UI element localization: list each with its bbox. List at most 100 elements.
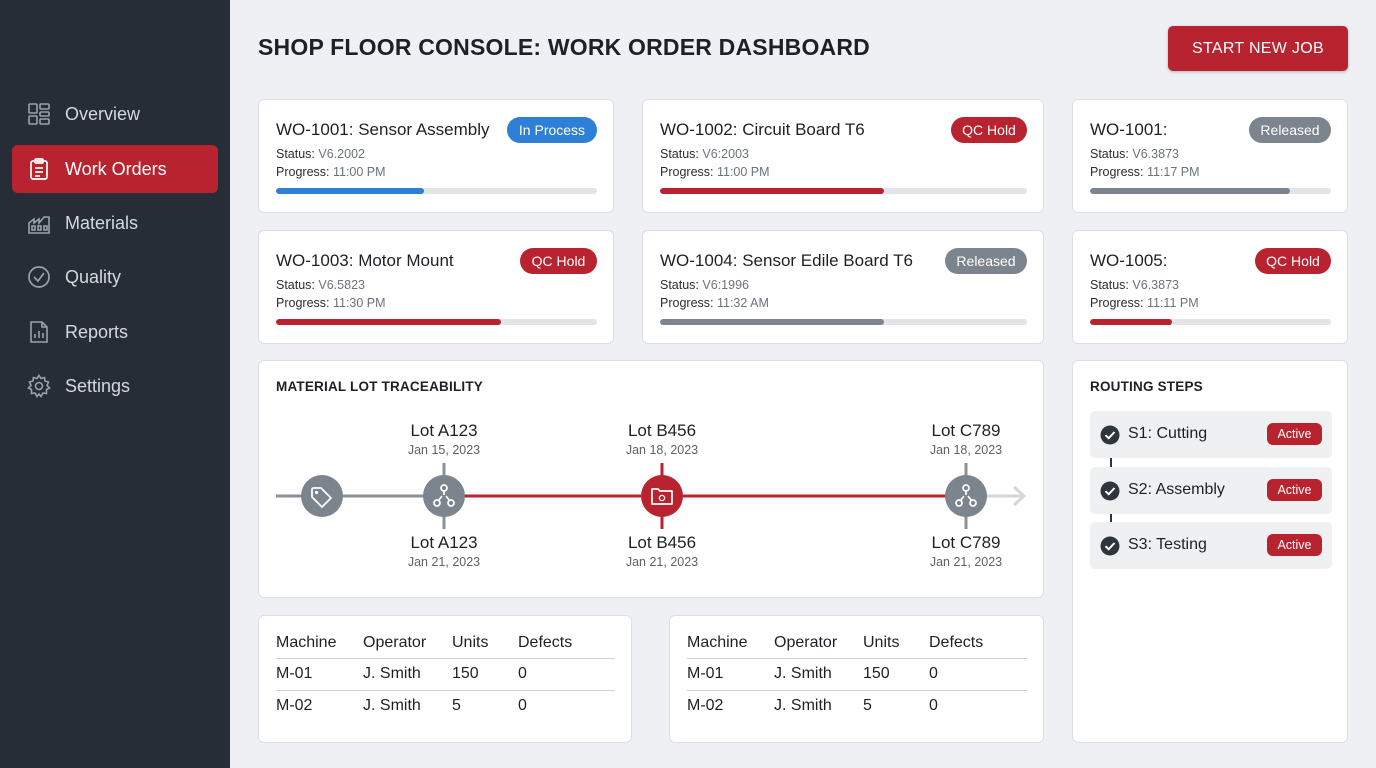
table-cell: J. Smith bbox=[363, 697, 421, 715]
status-badge: In Process bbox=[507, 117, 597, 143]
routing-panel: ROUTING STEPS S1: Cutting Active S2: Ass… bbox=[1072, 360, 1348, 743]
work-order-card[interactable]: WO-1001: Released Status: V6.3873 Progre… bbox=[1072, 99, 1348, 213]
routing-step[interactable]: S1: Cutting Active bbox=[1090, 411, 1332, 458]
sidebar-item-settings[interactable]: Settings bbox=[12, 362, 218, 410]
progress-value: 11:30 PM bbox=[332, 296, 386, 310]
progress-label: Progress: bbox=[1090, 296, 1144, 310]
sidebar-item-label: Materials bbox=[65, 212, 139, 233]
sidebar-item-overview[interactable]: Overview bbox=[12, 90, 218, 138]
branch-icon[interactable] bbox=[423, 475, 465, 517]
machine-table: Machine Operator Units Defects M-01 J. S… bbox=[687, 628, 1027, 722]
progress-bar-fill bbox=[660, 319, 884, 325]
sidebar-item-label: Overview bbox=[65, 103, 141, 124]
progress-label: Progress: bbox=[660, 165, 714, 179]
table-row[interactable]: M-01 J. Smith 150 0 bbox=[276, 658, 615, 691]
table-row[interactable]: M-01 J. Smith 150 0 bbox=[687, 658, 1027, 691]
sidebar-item-reports[interactable]: Reports bbox=[12, 308, 218, 356]
sidebar-item-label: Reports bbox=[65, 321, 129, 342]
status-badge: Released bbox=[945, 248, 1027, 274]
status-label: Status: bbox=[1090, 278, 1129, 292]
lot-name: Lot B456 bbox=[627, 533, 697, 552]
check-circle-icon bbox=[1100, 425, 1120, 445]
progress-value: 11:00 PM bbox=[716, 165, 770, 179]
work-order-card[interactable]: WO-1004: Sensor Edile Board T6 Released … bbox=[642, 230, 1044, 344]
progress-bar-fill bbox=[276, 319, 501, 325]
column-header: Operator bbox=[363, 628, 452, 659]
routing-step[interactable]: S2: Assembly Active bbox=[1090, 467, 1332, 514]
table-cell: 0 bbox=[518, 697, 527, 715]
machine-table-card: Machine Operator Units Defects M-01 J. S… bbox=[669, 615, 1044, 743]
lot-date: Jan 21, 2023 bbox=[625, 555, 699, 569]
progress-bar bbox=[276, 188, 597, 194]
start-new-job-button[interactable]: START NEW JOB bbox=[1168, 26, 1348, 71]
progress-bar-fill bbox=[660, 188, 884, 194]
step-status-badge: Active bbox=[1267, 534, 1322, 556]
branch-icon[interactable] bbox=[945, 475, 987, 517]
sidebar-item-quality[interactable]: Quality bbox=[12, 253, 218, 301]
progress-bar bbox=[660, 319, 1027, 325]
step-name: S3: Testing bbox=[1128, 536, 1207, 553]
work-order-card[interactable]: WO-1005: QC Hold Status: V6.3873 Progres… bbox=[1072, 230, 1348, 344]
column-header: Defects bbox=[518, 628, 615, 659]
sidebar-item-materials[interactable]: Materials bbox=[12, 199, 218, 247]
table-row[interactable]: M-02 J. Smith 5 0 bbox=[687, 690, 1027, 722]
clipboard-icon bbox=[26, 156, 52, 182]
progress-value: 11:17 PM bbox=[1146, 165, 1200, 179]
tag-icon[interactable] bbox=[301, 475, 343, 517]
sidebar: Overview Work Orders Materials Quality R… bbox=[0, 0, 230, 768]
status-label: Status: bbox=[660, 278, 699, 292]
work-order-card[interactable]: WO-1001: Sensor Assembly In Process Stat… bbox=[258, 99, 614, 213]
table-cell: M-01 bbox=[687, 658, 774, 691]
table-cell: M-02 bbox=[276, 697, 313, 715]
routing-step[interactable]: S3: Testing Active bbox=[1090, 522, 1332, 569]
work-order-card[interactable]: WO-1002: Circuit Board T6 QC Hold Status… bbox=[642, 99, 1044, 213]
status-badge: Released bbox=[1249, 117, 1331, 143]
check-circle-icon bbox=[1100, 481, 1120, 501]
status-value: V6.3873 bbox=[1132, 147, 1179, 161]
sidebar-item-label: Quality bbox=[65, 266, 122, 287]
folder-icon[interactable] bbox=[641, 475, 683, 517]
lot-name: Lot C789 bbox=[931, 533, 1001, 552]
lot-label-bottom: Lot C789 Jan 21, 2023 bbox=[896, 533, 1036, 569]
traceability-title: MATERIAL LOT TRACEABILITY bbox=[276, 379, 483, 394]
sidebar-item-work-orders[interactable]: Work Orders bbox=[12, 145, 218, 193]
table-header-row: Machine Operator Units Defects bbox=[276, 628, 615, 659]
lot-label-bottom: Lot A123 Jan 21, 2023 bbox=[374, 533, 514, 569]
table-cell: 0 bbox=[929, 697, 938, 715]
page-title: SHOP FLOOR CONSOLE: WORK ORDER DASHBOARD bbox=[258, 34, 870, 60]
work-order-title: WO-1003: Motor Mount bbox=[276, 251, 454, 270]
work-order-title: WO-1001: bbox=[1090, 120, 1168, 139]
step-connector bbox=[1110, 501, 1112, 527]
table-cell: M-01 bbox=[276, 658, 363, 691]
lot-name: Lot A123 bbox=[410, 421, 478, 440]
status-badge: QC Hold bbox=[520, 248, 597, 274]
check-circle-icon bbox=[26, 264, 52, 290]
table-cell: 5 bbox=[452, 697, 461, 715]
progress-label: Progress: bbox=[1090, 165, 1144, 179]
status-label: Status: bbox=[276, 147, 315, 161]
table-cell: J. Smith bbox=[774, 697, 832, 715]
progress-value: 11:32 AM bbox=[716, 296, 769, 310]
lot-date: Jan 21, 2023 bbox=[407, 555, 481, 569]
table-cell: 0 bbox=[518, 658, 615, 691]
status-label: Status: bbox=[1090, 147, 1129, 161]
lot-name: Lot B456 bbox=[627, 421, 697, 440]
lot-label-top: Lot A123 Jan 15, 2023 bbox=[374, 421, 514, 457]
progress-label: Progress: bbox=[276, 165, 330, 179]
table-row[interactable]: M-02 J. Smith 5 0 bbox=[276, 690, 615, 722]
status-badge: QC Hold bbox=[951, 117, 1027, 143]
column-header: Defects bbox=[929, 628, 1027, 659]
machine-table-card: Machine Operator Units Defects M-01 J. S… bbox=[258, 615, 632, 743]
step-name: S1: Cutting bbox=[1128, 425, 1208, 442]
column-header: Machine bbox=[276, 628, 363, 659]
status-value: V6.5823 bbox=[318, 278, 365, 292]
progress-label: Progress: bbox=[660, 296, 714, 310]
table-cell: 150 bbox=[863, 658, 929, 691]
work-order-title: WO-1005: bbox=[1090, 251, 1168, 270]
work-order-title: WO-1001: Sensor Assembly bbox=[276, 120, 490, 139]
sidebar-item-label: Settings bbox=[65, 375, 131, 396]
reports-icon bbox=[26, 319, 52, 345]
status-value: V6.2002 bbox=[318, 147, 365, 161]
work-order-card[interactable]: WO-1003: Motor Mount QC Hold Status: V6.… bbox=[258, 230, 614, 344]
progress-value: 11:00 PM bbox=[332, 165, 386, 179]
